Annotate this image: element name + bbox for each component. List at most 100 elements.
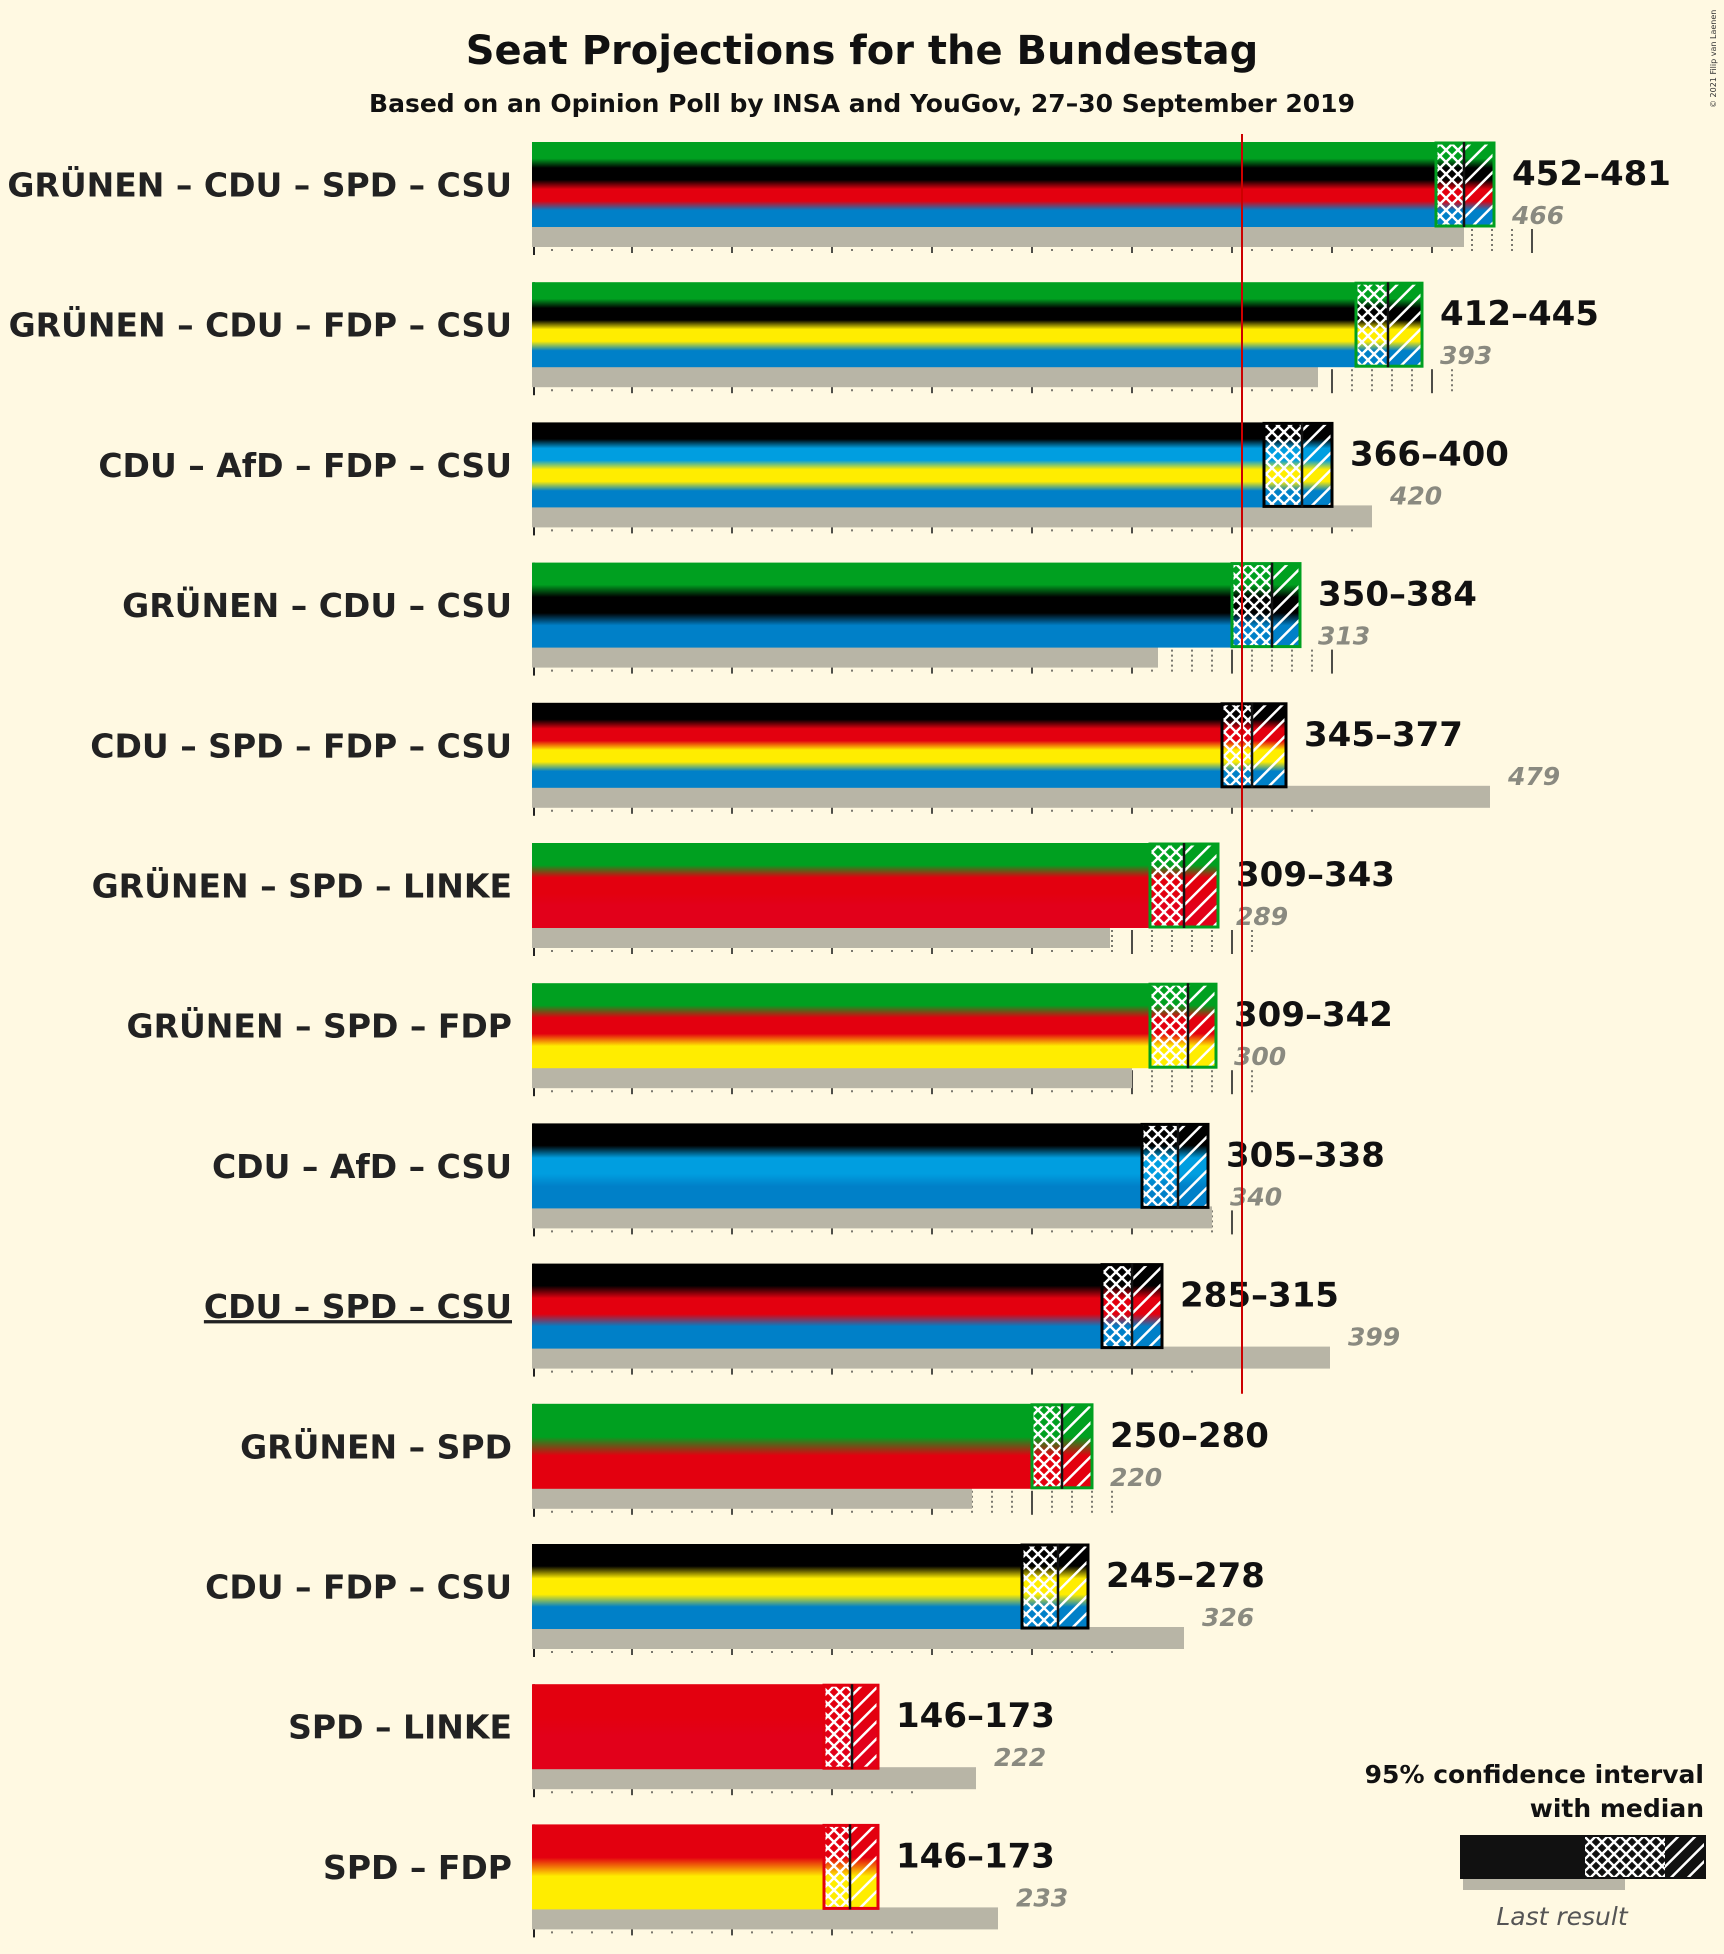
legend-last-result: Last result [1496, 1902, 1628, 1931]
range-label: 285–315 [1180, 1276, 1339, 1316]
coalition-row: GRÜNEN – CDU – SPD – CSU 452–481 466 [7, 141, 1671, 247]
last-result-bar [532, 1627, 1184, 1649]
last-result-label: 479 [1507, 762, 1560, 791]
projection-bar [532, 1263, 1102, 1349]
ci-upper-hatch [850, 1824, 878, 1910]
legend: 95% confidence interval with median Last… [1365, 1760, 1706, 1931]
coalition-row: CDU – AfD – FDP – CSU 366–400 420 [98, 421, 1509, 528]
ci-lower-hatch [1436, 142, 1464, 227]
legend-ci-outline [1460, 1835, 1706, 1879]
coalition-label: GRÜNEN – SPD [240, 1426, 512, 1466]
coalition-label: CDU – AfD – FDP – CSU [98, 446, 512, 485]
last-result-label: 326 [1202, 1603, 1254, 1632]
ci-lower-hatch [1150, 843, 1184, 928]
range-label: 250–280 [1110, 1416, 1269, 1456]
last-result-label: 420 [1389, 481, 1442, 510]
ci-upper-hatch [1388, 282, 1422, 368]
projection-bar [532, 983, 1150, 1069]
last-result-bar [532, 1346, 1330, 1369]
coalition-label: GRÜNEN – CDU – SPD – CSU [7, 165, 512, 205]
projection-bar [532, 422, 1264, 508]
last-result-label: 340 [1230, 1182, 1282, 1211]
coalition-label: GRÜNEN – CDU – FDP – CSU [9, 305, 512, 345]
last-result-label: 393 [1440, 341, 1492, 370]
coalition-label: SPD – FDP [323, 1848, 512, 1887]
range-label: 350–384 [1318, 575, 1477, 615]
last-result-label: 233 [1016, 1883, 1068, 1912]
ci-lower-hatch [1356, 282, 1388, 368]
coalition-row: CDU – FDP – CSU 245–278 326 [205, 1543, 1265, 1649]
coalition-row: GRÜNEN – CDU – FDP – CSU 412–445 393 [9, 281, 1599, 388]
last-result-label: 222 [994, 1743, 1046, 1772]
ci-lower-hatch [1142, 1123, 1178, 1209]
ci-upper-hatch [1188, 983, 1216, 1069]
coalition-label: CDU – FDP – CSU [205, 1568, 512, 1607]
ci-outline [1262, 421, 1334, 508]
ci-upper-hatch [1132, 1263, 1162, 1349]
projection-bar [532, 843, 1150, 928]
projection-bar [532, 702, 1222, 788]
ci-outline [1220, 702, 1288, 789]
last-result-bar [532, 365, 1318, 388]
coalition-row: SPD – FDP 146–173 233 [323, 1823, 1068, 1930]
range-label: 309–342 [1234, 995, 1393, 1035]
chart-subtitle: Based on an Opinion Poll by INSA and You… [369, 89, 1355, 118]
last-result-bar [532, 1907, 998, 1930]
legend-ci-hatch [1665, 1836, 1705, 1878]
projection-bar [532, 1403, 1032, 1489]
coalition-rows: GRÜNEN – CDU – SPD – CSU 452–481466GRÜNEN… [7, 141, 1671, 1930]
coalition-label: CDU – SPD – CSU [204, 1287, 512, 1326]
ci-lower-hatch [1022, 1544, 1058, 1629]
ci-upper-hatch [1178, 1123, 1208, 1209]
ci-upper-hatch [1464, 142, 1494, 227]
last-result-label: 289 [1236, 902, 1288, 931]
last-result-bar [532, 785, 1490, 808]
last-result-bar [532, 1767, 976, 1790]
ci-lower-hatch [1150, 983, 1188, 1069]
last-result-bar [532, 1486, 972, 1509]
range-label: 309–343 [1236, 855, 1395, 895]
ci-upper-hatch [1184, 843, 1218, 928]
last-result-bar [532, 1066, 1132, 1089]
coalition-label: GRÜNEN – SPD – LINKE [92, 866, 512, 906]
coalition-row: CDU – AfD – CSU 305–338 340 [212, 1122, 1385, 1229]
ci-outline [1140, 1122, 1210, 1209]
coalition-row: GRÜNEN – SPD 250–280 220 [240, 1403, 1269, 1509]
coalition-label: SPD – LINKE [288, 1708, 512, 1747]
range-label: 305–338 [1226, 1135, 1385, 1175]
ci-outline [1230, 562, 1302, 649]
ci-upper-hatch [1058, 1544, 1088, 1629]
range-label: 366–400 [1350, 434, 1509, 474]
legend-ci-solid [1461, 1836, 1585, 1878]
last-result-bar [532, 505, 1372, 528]
range-label: 245–278 [1106, 1556, 1265, 1596]
chart-title: Seat Projections for the Bundestag [466, 28, 1259, 74]
legend-title-line2: with median [1530, 1794, 1704, 1823]
ci-upper-hatch [1302, 422, 1332, 508]
ci-lower-hatch [1222, 702, 1252, 788]
range-label: 345–377 [1304, 715, 1463, 755]
last-result-bar [532, 926, 1110, 948]
last-result-bar [532, 1206, 1212, 1229]
last-result-bar [532, 225, 1464, 247]
coalition-row: GRÜNEN – CDU – CSU 350–384 313 [122, 562, 1477, 668]
range-label: 452–481 [1512, 154, 1671, 194]
coalition-row: SPD – LINKE 146–173 222 [288, 1683, 1055, 1790]
last-result-label: 399 [1348, 1323, 1400, 1352]
ci-lower-hatch [1032, 1403, 1062, 1489]
projection-bar [532, 1123, 1142, 1209]
ci-outline [1020, 1543, 1090, 1630]
last-result-bar [532, 645, 1158, 668]
ci-upper-hatch [1272, 562, 1300, 648]
ci-lower-hatch [1264, 422, 1302, 508]
range-label: 412–445 [1440, 294, 1599, 334]
projection-bar [532, 562, 1232, 648]
copyright: © 2021 Filip van Laenen [1709, 10, 1718, 108]
ci-upper-hatch [1252, 702, 1286, 788]
ci-outline [1148, 982, 1218, 1069]
coalition-label: GRÜNEN – SPD – FDP [127, 1006, 513, 1046]
legend-title-line1: 95% confidence interval [1365, 1760, 1704, 1789]
coalition-row: GRÜNEN – SPD – LINKE 309–343 289 [92, 842, 1395, 948]
